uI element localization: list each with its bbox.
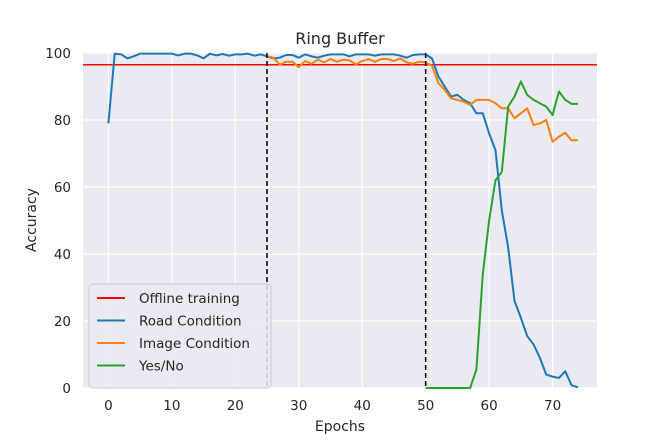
y-tick-label: 100 [45,46,71,62]
y-tick-label: 60 [54,180,71,196]
x-tick-label: 30 [290,398,307,414]
x-tick-label: 50 [417,398,434,414]
y-axis-label: Accuracy [24,188,40,252]
x-axis-label: Epochs [315,419,365,435]
legend-entry: Offline training [139,291,240,307]
legend-entry: Road Condition [139,314,242,330]
x-tick-label: 70 [544,398,561,414]
series-line-yes-no [425,80,578,389]
legend-box [88,283,272,389]
legend-entry: Yes/No [138,359,184,375]
x-tick-label: 60 [481,398,498,414]
y-tick-label: 20 [54,314,71,330]
series-line-road-condition [107,52,579,389]
tick-labels: 0 10 20 30 40 50 60 70 0 20 40 60 80 100 [45,46,561,414]
y-tick-label: 40 [54,247,71,263]
legend-entry: Image Condition [139,336,250,352]
x-tick-label: 20 [227,398,244,414]
series-layer [83,52,597,389]
series-line-image-condition [266,55,579,143]
y-tick-label: 80 [54,113,71,129]
x-tick-label: 40 [354,398,371,414]
legend: Offline training Road Condition Image Cond… [88,283,272,389]
x-tick-label: 0 [104,398,113,414]
y-tick-label: 0 [62,381,71,397]
x-tick-label: 10 [163,398,180,414]
chart-title: Ring Buffer [295,29,385,48]
